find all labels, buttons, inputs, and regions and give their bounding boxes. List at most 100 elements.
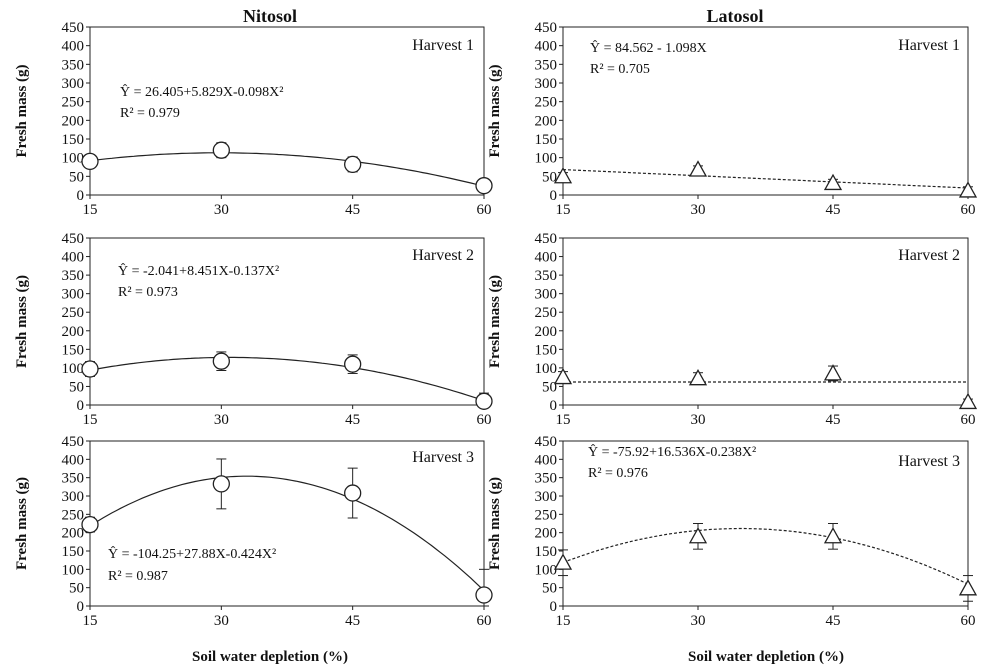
y-tick-label: 450: [535, 434, 558, 450]
x-tick-label: 60: [477, 613, 492, 629]
column-title-latosol: Latosol: [706, 6, 763, 26]
y-tick-label: 350: [62, 57, 85, 73]
data-point: [823, 364, 843, 381]
harvest-label: Harvest 2: [898, 247, 960, 264]
y-axis-title: Fresh mass (g): [14, 64, 30, 157]
y-tick-label: 250: [535, 95, 558, 111]
data-point: [553, 166, 573, 184]
data-point: [81, 360, 99, 378]
y-tick-label: 250: [62, 507, 85, 523]
y-tick-label: 50: [542, 581, 557, 597]
y-tick-label: 450: [535, 20, 558, 36]
plot-frame: [562, 26, 969, 196]
harvest-label: Harvest 1: [412, 37, 474, 54]
y-tick-label: 0: [550, 188, 558, 204]
x-tick-label: 30: [214, 412, 229, 428]
data-point: [81, 515, 99, 534]
y-tick-label: 250: [62, 305, 85, 321]
y-tick-label: 150: [535, 132, 558, 148]
panel-1: 0 50 100 150 200 250 300 350 400 450 15 30 45 60 Fresh…: [14, 20, 493, 218]
y-axis-title: Fresh mass (g): [487, 275, 503, 368]
plot-frame: [562, 440, 969, 607]
y-tick-label: 300: [62, 76, 85, 92]
x-tick-label: 45: [826, 412, 841, 428]
data-point: [553, 367, 573, 385]
y-tick-label: 400: [62, 39, 85, 55]
x-tick-label: 45: [345, 412, 360, 428]
y-tick-label: 300: [535, 287, 558, 303]
data-point: [823, 526, 843, 544]
x-tick-label: 15: [556, 613, 571, 629]
x-tick-label: 30: [691, 613, 706, 629]
data-point: [212, 352, 230, 370]
data-point: [958, 579, 978, 596]
r-squared: R² = 0.979: [120, 106, 180, 121]
y-tick-label: 0: [77, 398, 85, 414]
harvest-label: Harvest 3: [898, 453, 960, 470]
panel-2: 0 50 100 150 200 250 300 350 400 450 15 30 45 60 Fresh…: [487, 20, 978, 218]
regression-equation: Ŷ = -75.92+16.536X-0.238X²: [588, 443, 756, 460]
y-tick-label: 300: [62, 287, 85, 303]
y-tick-label: 400: [535, 452, 558, 468]
y-tick-label: 100: [62, 562, 85, 578]
fit-line: [562, 169, 969, 189]
harvest-label: Harvest 1: [898, 37, 960, 54]
x-tick-label: 45: [345, 613, 360, 629]
y-tick-label: 400: [535, 39, 558, 55]
r-squared: R² = 0.976: [588, 466, 648, 481]
y-tick-label: 100: [535, 361, 558, 377]
regression-equation: Ŷ = 26.405+5.829X-0.098X²: [120, 83, 283, 100]
y-axis-title: Fresh mass (g): [487, 64, 503, 157]
y-tick-label: 250: [535, 507, 558, 523]
data-point: [475, 177, 493, 195]
y-tick-label: 150: [62, 544, 85, 560]
data-point: [344, 155, 362, 174]
x-tick-label: 45: [345, 202, 360, 218]
y-tick-label: 150: [62, 132, 85, 148]
data-point: [553, 553, 573, 570]
y-axis-title: Fresh mass (g): [14, 477, 30, 570]
data-point: [688, 368, 708, 386]
y-tick-label: 200: [535, 324, 558, 340]
y-tick-label: 450: [535, 231, 558, 247]
x-tick-label: 15: [83, 412, 98, 428]
y-tick-label: 350: [535, 268, 558, 284]
regression-equation: Ŷ = 84.562 - 1.098X: [590, 39, 707, 56]
y-tick-label: 100: [535, 151, 558, 167]
y-tick-label: 50: [69, 169, 84, 185]
fit-line: [562, 527, 969, 585]
data-point: [344, 484, 362, 502]
x-tick-label: 45: [826, 202, 841, 218]
y-tick-label: 100: [62, 361, 85, 377]
y-tick-label: 150: [535, 342, 558, 358]
data-point: [688, 526, 708, 544]
data-point: [81, 152, 99, 171]
r-squared: R² = 0.987: [108, 569, 168, 584]
x-tick-label: 15: [83, 202, 98, 218]
y-tick-label: 200: [62, 526, 85, 542]
regression-equation: Ŷ = -104.25+27.88X-0.424X²: [108, 545, 276, 562]
y-tick-label: 100: [535, 562, 558, 578]
plot-frame: [89, 237, 485, 406]
panel-3: 0 50 100 150 200 250 300 350 400 450 15 30 45 60 Fresh…: [14, 231, 493, 428]
x-axis-title-left: Soil water depletion (%): [192, 649, 348, 665]
panel-5: 0 50 100 150 200 250 300 350 400 450 15 30 45 60 Fresh…: [14, 434, 493, 629]
fit-line: [89, 356, 485, 402]
y-tick-label: 450: [62, 20, 85, 36]
y-axis-title: Fresh mass (g): [14, 275, 30, 368]
data-point: [958, 181, 978, 198]
x-tick-label: 30: [214, 613, 229, 629]
x-tick-label: 45: [826, 613, 841, 629]
x-tick-label: 30: [214, 202, 229, 218]
y-axis-title: Fresh mass (g): [487, 477, 503, 570]
y-tick-label: 200: [535, 526, 558, 542]
panel-4: 0 50 100 150 200 250 300 350 400 450 15 30 45 60 Fresh…: [487, 231, 978, 428]
y-tick-label: 50: [69, 379, 84, 395]
fit-line: [89, 475, 485, 591]
y-tick-label: 400: [62, 250, 85, 266]
panel-6: 0 50 100 150 200 250 300 350 400 450 15 30 45 60 Fresh…: [487, 434, 978, 629]
harvest-label: Harvest 3: [412, 449, 474, 466]
x-tick-label: 15: [556, 412, 571, 428]
